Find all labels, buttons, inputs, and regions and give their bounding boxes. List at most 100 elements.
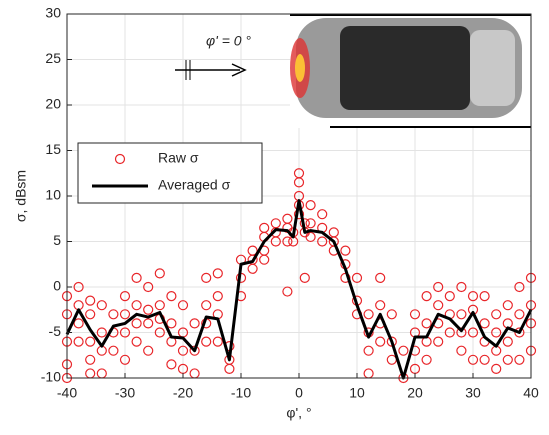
raw-point xyxy=(317,236,328,247)
x-tick-label: 40 xyxy=(523,385,539,401)
average-line xyxy=(65,199,533,380)
raw-point xyxy=(502,300,513,311)
raw-point xyxy=(317,209,328,220)
raw-point xyxy=(386,309,397,320)
raw-point xyxy=(409,309,421,320)
raw-point xyxy=(119,291,131,302)
raw-point xyxy=(456,281,467,293)
car-roof xyxy=(340,26,470,110)
raw-point xyxy=(467,327,479,338)
raw-point xyxy=(143,281,154,293)
car-inset xyxy=(290,14,531,128)
y-tick-label: 25 xyxy=(45,50,61,66)
x-tick-label: -20 xyxy=(173,385,193,401)
raw-point xyxy=(85,295,96,306)
raw-point xyxy=(444,327,455,338)
raw-point xyxy=(479,318,490,329)
raw-point xyxy=(177,300,189,311)
raw-point xyxy=(247,263,258,274)
raw-point xyxy=(305,218,316,229)
raw-point xyxy=(467,354,479,365)
raw-point xyxy=(491,327,502,338)
hotspot xyxy=(295,54,305,82)
legend-label: Raw σ xyxy=(158,150,199,166)
y-tick-label: 15 xyxy=(45,141,61,157)
raw-point xyxy=(433,300,444,311)
raw-point xyxy=(212,336,223,347)
raw-point xyxy=(224,363,235,374)
raw-point xyxy=(421,354,432,365)
legend-label: Averaged σ xyxy=(158,177,231,193)
y-axis-label: σ, dBsm xyxy=(13,170,29,222)
raw-point xyxy=(363,309,374,320)
x-tick-label: -30 xyxy=(115,385,135,401)
legend-marker xyxy=(114,153,126,165)
raw-point xyxy=(154,327,165,338)
raw-point xyxy=(143,345,154,356)
y-tick-label: -5 xyxy=(49,323,62,339)
raw-point xyxy=(305,231,316,243)
raw-point xyxy=(282,236,293,247)
raw-point xyxy=(491,363,502,374)
raw-point xyxy=(479,291,490,302)
plot xyxy=(61,168,537,384)
raw-point xyxy=(201,300,212,311)
raw-point xyxy=(433,336,444,347)
raw-point xyxy=(212,268,223,279)
x-axis-label: φ', ° xyxy=(286,405,311,421)
x-tick-label: -40 xyxy=(57,385,77,401)
raw-point xyxy=(96,327,107,338)
raw-point xyxy=(154,300,165,311)
raw-point xyxy=(502,354,513,365)
raw-point xyxy=(340,245,351,256)
raw-point xyxy=(444,291,455,302)
raw-point xyxy=(119,327,131,338)
raw-point xyxy=(131,272,142,283)
legend: Raw σ Averaged σ xyxy=(77,142,263,204)
raw-point xyxy=(421,318,432,329)
raw-point xyxy=(177,345,189,356)
x-tick-label: 20 xyxy=(407,385,423,401)
raw-point xyxy=(212,291,223,302)
raw-point xyxy=(154,268,165,279)
raw-point xyxy=(375,300,386,311)
raw-point xyxy=(456,309,467,320)
raw-point xyxy=(363,345,374,356)
raw-point xyxy=(108,309,119,320)
raw-point xyxy=(514,327,525,338)
raw-point xyxy=(96,300,107,311)
x-tick-label: -10 xyxy=(231,385,251,401)
raw-point xyxy=(375,336,386,347)
raw-point xyxy=(85,309,96,320)
raw-point xyxy=(201,272,212,283)
raw-point xyxy=(85,354,96,365)
raw-point xyxy=(73,281,84,293)
raw-point xyxy=(421,291,432,302)
raw-point xyxy=(479,354,490,365)
raw-point xyxy=(73,336,84,347)
car-rear xyxy=(470,30,515,106)
raw-point xyxy=(201,336,212,347)
raw-point xyxy=(293,177,305,188)
raw-point xyxy=(166,318,177,329)
raw-point xyxy=(514,309,525,320)
raw-point xyxy=(131,336,142,347)
raw-point xyxy=(189,318,200,329)
legend-box xyxy=(77,142,263,204)
raw-point xyxy=(131,318,142,329)
y-tick-label: 5 xyxy=(53,232,61,248)
raw-point xyxy=(166,291,177,302)
raw-point xyxy=(143,318,154,329)
raw-point xyxy=(85,336,96,347)
raw-point xyxy=(351,272,363,283)
y-tick-label: 0 xyxy=(53,278,61,294)
raw-point xyxy=(143,304,154,315)
raw-point xyxy=(433,281,444,293)
annotation: φ' = 0 ° xyxy=(206,33,251,49)
raw-point xyxy=(502,336,513,347)
y-tick-label: 30 xyxy=(45,5,61,21)
raw-point xyxy=(131,300,142,311)
y-tick-label: 20 xyxy=(45,96,61,112)
x-tick-label: 0 xyxy=(295,385,303,401)
